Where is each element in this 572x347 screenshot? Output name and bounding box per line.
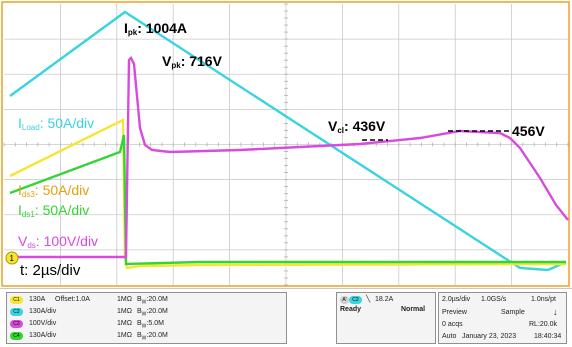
ids3-value: : 50A/div xyxy=(34,182,90,198)
ids1-sub: ds1 xyxy=(21,210,35,219)
trace-ids1-green xyxy=(9,134,566,266)
display-border xyxy=(1,1,570,287)
waveform-area: 1 xyxy=(1,1,570,287)
ch1-marker-label: 1 xyxy=(10,254,15,263)
sample-rate: 1.0GS/s xyxy=(481,296,507,303)
trace-vds-magenta xyxy=(10,55,569,259)
ids1-value: : 50A/div xyxy=(34,202,90,218)
timebase: 2.0µs/div xyxy=(442,296,471,303)
vcl-main: V xyxy=(328,118,338,134)
ipk-main: I xyxy=(124,20,128,36)
ids3-annotation: Ids3: 50A/div xyxy=(18,183,89,199)
resolution: 1.0ns/pt xyxy=(531,296,556,303)
ids1-annotation: Ids1: 50A/div xyxy=(18,203,89,219)
acq-sample: Sample xyxy=(501,309,525,316)
waveforms xyxy=(9,10,569,272)
ch2-badge[interactable]: C2 xyxy=(10,308,23,316)
ch4-scale: 130A/div xyxy=(29,332,57,339)
v456-annotation: 456V xyxy=(512,123,545,139)
ch3-badge[interactable]: C3 xyxy=(10,320,23,328)
trigger-panel[interactable]: A' C2 ╲ 18.2A Ready Normal xyxy=(336,292,436,344)
ch4-impedance: 1MΩ xyxy=(117,332,132,339)
vpk-value: : 716V xyxy=(180,53,222,69)
ids3-sub: ds3 xyxy=(21,190,35,199)
vpk-annotation: Vpk: 716V xyxy=(162,54,222,70)
trace-ids3-yellow xyxy=(9,118,567,270)
vds-sub: ds xyxy=(27,241,36,250)
ch3-scale: 100V/div xyxy=(29,320,57,327)
ch3-bandwidth: BW:5.0M xyxy=(137,320,164,330)
trigger-state: Ready xyxy=(340,306,362,313)
vpk-sub: pk xyxy=(171,61,181,70)
channel-settings-panel[interactable]: C1 130A Offset:1.0A 1MΩ BW:20.0M C2 130A… xyxy=(6,292,287,344)
iload-annotation: ILoad: 50A/div xyxy=(18,116,94,132)
oscilloscope-display: 1 Ipk: 1004A Vpk: 716V ILoad: 50A/div Vc… xyxy=(1,1,570,287)
ipk-sub: pk xyxy=(127,28,138,37)
iload-main: I xyxy=(18,115,22,131)
timebase-annotation: t: 2µs/div xyxy=(20,262,81,279)
trigger-mode: Normal xyxy=(401,306,426,313)
ch1-bandwidth: BW:20.0M xyxy=(137,296,168,306)
ch4-badge[interactable]: C4 xyxy=(10,332,23,340)
vcl-annotation: Vcl: 436V xyxy=(328,119,385,135)
preview-mode: Preview xyxy=(442,309,467,316)
single-arrow-icon[interactable]: ↓ xyxy=(553,307,558,317)
vds-main: V xyxy=(18,233,28,249)
trigger-slope-icon: ╲ xyxy=(366,296,371,303)
trigger-level: 18.2A xyxy=(375,296,394,303)
ch2-bandwidth: BW:20.0M xyxy=(137,308,168,318)
trigger-source-badge[interactable]: C2 xyxy=(349,296,362,304)
ch1-ground-marker xyxy=(5,251,19,265)
vcl-value: : 436V xyxy=(344,118,386,134)
acq-count: 0 acqs xyxy=(442,321,463,328)
trigger-a-badge: A' xyxy=(340,296,349,304)
ids3-main: I xyxy=(18,182,22,198)
status-bar: C1 130A Offset:1.0A 1MΩ BW:20.0M C2 130A… xyxy=(0,288,572,347)
ipk-annotation: Ipk: 1004A xyxy=(124,21,187,37)
ch1-scale: 130A xyxy=(29,296,46,303)
ids1-main: I xyxy=(18,202,22,218)
ch4-bandwidth: BW:20.0M xyxy=(137,332,168,342)
ch1-impedance: 1MΩ xyxy=(117,296,132,303)
ch2-impedance: 1MΩ xyxy=(117,308,132,315)
iload-sub: Load xyxy=(21,123,40,132)
vds-value: : 100V/div xyxy=(35,233,99,249)
ch2-scale: 130A/div xyxy=(29,308,57,315)
trace-iload-cyan xyxy=(9,10,567,272)
date: January 23, 2023 xyxy=(462,333,517,340)
record-length: RL:20.0k xyxy=(529,321,558,328)
auto-mode: Auto xyxy=(442,333,457,340)
vds-annotation: Vds: 100V/div xyxy=(18,234,98,250)
iload-value: : 50A/div xyxy=(39,115,95,131)
clock-time: 18:40:34 xyxy=(534,333,562,340)
clamp-dash-line xyxy=(362,130,510,141)
acquisition-panel[interactable]: 2.0µs/div 1.0GS/s 1.0ns/pt Preview Sampl… xyxy=(438,292,567,344)
vpk-main: V xyxy=(162,53,172,69)
ipk-value: : 1004A xyxy=(137,20,188,36)
ch1-badge[interactable]: C1 xyxy=(10,296,23,304)
ch3-impedance: 1MΩ xyxy=(117,320,132,327)
vcl-sub: cl xyxy=(337,126,345,135)
ch1-offset: Offset:1.0A xyxy=(55,296,90,303)
